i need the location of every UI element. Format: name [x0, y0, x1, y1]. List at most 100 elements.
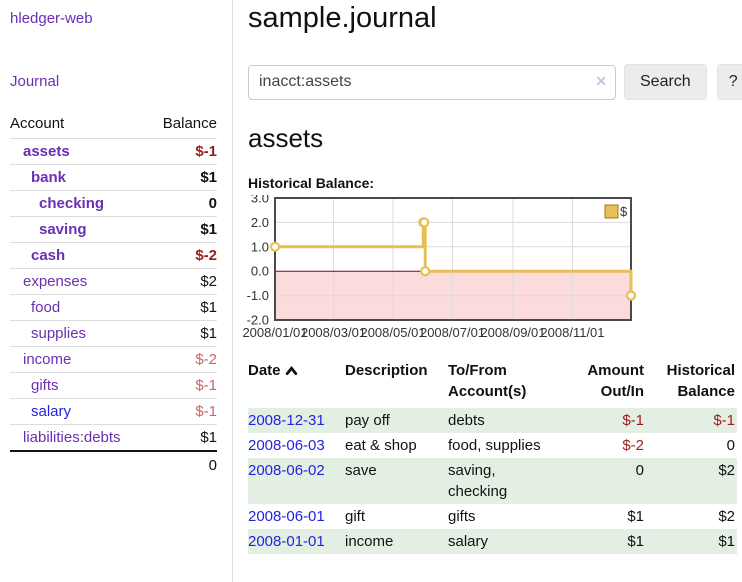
transaction-accounts: debts [448, 412, 485, 429]
transaction-row: 2008-06-03 eat & shop food, supplies $-2… [248, 433, 737, 458]
account-balance: $1 [148, 294, 217, 321]
transaction-accounts: salary [448, 533, 489, 550]
register-header-row: Date Description To/From Account(s) Amou… [248, 358, 737, 408]
account-link[interactable]: saving [39, 221, 87, 238]
account-link[interactable]: expenses [23, 273, 88, 290]
transaction-amount: 0 [635, 462, 644, 479]
svg-text:2008/09/01: 2008/09/01 [480, 325, 545, 340]
transaction-description: income [345, 533, 394, 550]
page-title: sample.journal [248, 2, 437, 34]
main-panel: sample.journal ✕ Search ? assets Histori… [233, 0, 742, 582]
clear-search-icon[interactable]: ✕ [595, 72, 607, 89]
search-button[interactable]: Search [624, 64, 707, 100]
account-link[interactable]: food [31, 299, 61, 316]
transaction-balance: $-1 [713, 412, 735, 429]
account-row: assets $-1 [10, 139, 217, 165]
account-link[interactable]: liabilities:debts [23, 429, 121, 446]
sidebar-item-journal[interactable]: Journal [10, 73, 60, 90]
account-link[interactable]: income [23, 351, 72, 368]
svg-text:2.0: 2.0 [251, 215, 269, 230]
transaction-description: save [345, 462, 377, 479]
svg-text:3.0: 3.0 [251, 195, 269, 206]
register-header-amount: Amount Out/In [587, 362, 644, 400]
historical-balance-chart: 3.0 2.0 1.0 0.0 -1.0 -2.0 2008/01/01 2008/03/01… [236, 195, 742, 347]
account-heading: assets [248, 123, 324, 153]
svg-text:2008/11/01: 2008/11/01 [540, 325, 604, 340]
account-link[interactable]: salary [31, 403, 72, 420]
transaction-row: 2008-06-01 gift gifts $1 $2 [248, 504, 737, 529]
transaction-row: 2008-01-01 income salary $1 $1 [248, 529, 737, 554]
register-header-balance: Historical Balance [666, 362, 735, 400]
search-input[interactable] [248, 64, 616, 100]
accounts-header-balance: Balance [148, 111, 217, 139]
account-link[interactable]: checking [39, 195, 105, 212]
account-link[interactable]: cash [31, 247, 66, 264]
transaction-description: eat & shop [345, 437, 417, 454]
account-balance: $1 [148, 424, 217, 451]
account-link[interactable]: supplies [31, 325, 87, 342]
transaction-balance: $2 [718, 508, 735, 525]
transaction-date-link[interactable]: 2008-12-31 [248, 412, 325, 429]
transaction-accounts: food, supplies [448, 437, 541, 454]
svg-text:2008/03/01: 2008/03/01 [301, 325, 366, 340]
account-balance: $-1 [148, 372, 217, 399]
account-balance: 0 [148, 190, 217, 217]
search-input-wrap: ✕ [248, 64, 616, 100]
svg-text:2008/05/01: 2008/05/01 [360, 325, 425, 340]
svg-text:0.0: 0.0 [251, 264, 269, 279]
account-link[interactable]: gifts [31, 377, 59, 394]
transaction-date-link[interactable]: 2008-06-01 [248, 508, 325, 525]
register-header-date[interactable]: Date [248, 358, 345, 408]
account-link[interactable]: bank [31, 169, 67, 186]
svg-text:2008/01/01: 2008/01/01 [242, 325, 307, 340]
transaction-description: gift [345, 508, 366, 525]
account-row: saving $1 [10, 216, 217, 243]
account-row: gifts $-1 [10, 372, 217, 399]
account-balance: $1 [148, 320, 217, 347]
account-balance: $-2 [148, 346, 217, 373]
account-row: income $-2 [10, 346, 217, 373]
transaction-amount: $1 [627, 533, 644, 550]
svg-text:2008/07/01: 2008/07/01 [420, 325, 485, 340]
accounts-header-account: Account [10, 111, 149, 139]
search-form: ✕ Search ? [248, 64, 742, 100]
transaction-accounts: gifts [448, 508, 476, 525]
transaction-row: 2008-12-31 pay off debts $-1 $-1 [248, 408, 737, 433]
transaction-balance: $1 [718, 533, 735, 550]
transaction-date-link[interactable]: 2008-06-02 [248, 462, 325, 479]
sort-up-icon [285, 365, 297, 375]
svg-text:-2.0: -2.0 [247, 313, 269, 328]
account-balance: $2 [148, 268, 217, 295]
accounts-total-row: 0 [10, 450, 217, 479]
register-header-accounts: To/From Account(s) [448, 362, 527, 400]
accounts-total: 0 [148, 450, 217, 479]
account-link[interactable]: assets [23, 143, 70, 160]
sidebar: hledger-web Journal Account Balance asse… [0, 0, 233, 582]
transaction-row: 2008-06-02 save saving, checking 0 $2 [248, 458, 737, 504]
chart-canvas: 3.0 2.0 1.0 0.0 -1.0 -2.02008/01/012008/03/01… [242, 195, 636, 340]
help-button[interactable]: ? [716, 64, 742, 100]
register-header-description: Description [345, 362, 428, 379]
account-row: checking 0 [10, 190, 217, 217]
svg-text:1.0: 1.0 [251, 239, 269, 254]
transaction-date-link[interactable]: 2008-01-01 [248, 533, 325, 550]
transaction-accounts: saving, checking [448, 462, 508, 500]
transaction-date-link[interactable]: 2008-06-03 [248, 437, 325, 454]
account-balance: $1 [148, 164, 217, 191]
register-table: Date Description To/From Account(s) Amou… [248, 358, 737, 554]
account-balance: $-2 [148, 242, 217, 269]
account-balance: $-1 [148, 398, 217, 425]
transaction-amount: $-2 [622, 437, 644, 454]
svg-text:$: $ [620, 204, 628, 219]
chart-title: Historical Balance: [248, 175, 375, 191]
transaction-description: pay off [345, 412, 390, 429]
account-balance: $-1 [195, 143, 217, 160]
brand-link[interactable]: hledger-web [10, 10, 93, 27]
accounts-table: Account Balance assets $-1 bank $1 [10, 111, 217, 479]
account-row: expenses $2 [10, 268, 217, 295]
transaction-amount: $1 [627, 508, 644, 525]
account-row: bank $1 [10, 164, 217, 191]
account-row: supplies $1 [10, 320, 217, 347]
account-row: cash $-2 [10, 242, 217, 269]
